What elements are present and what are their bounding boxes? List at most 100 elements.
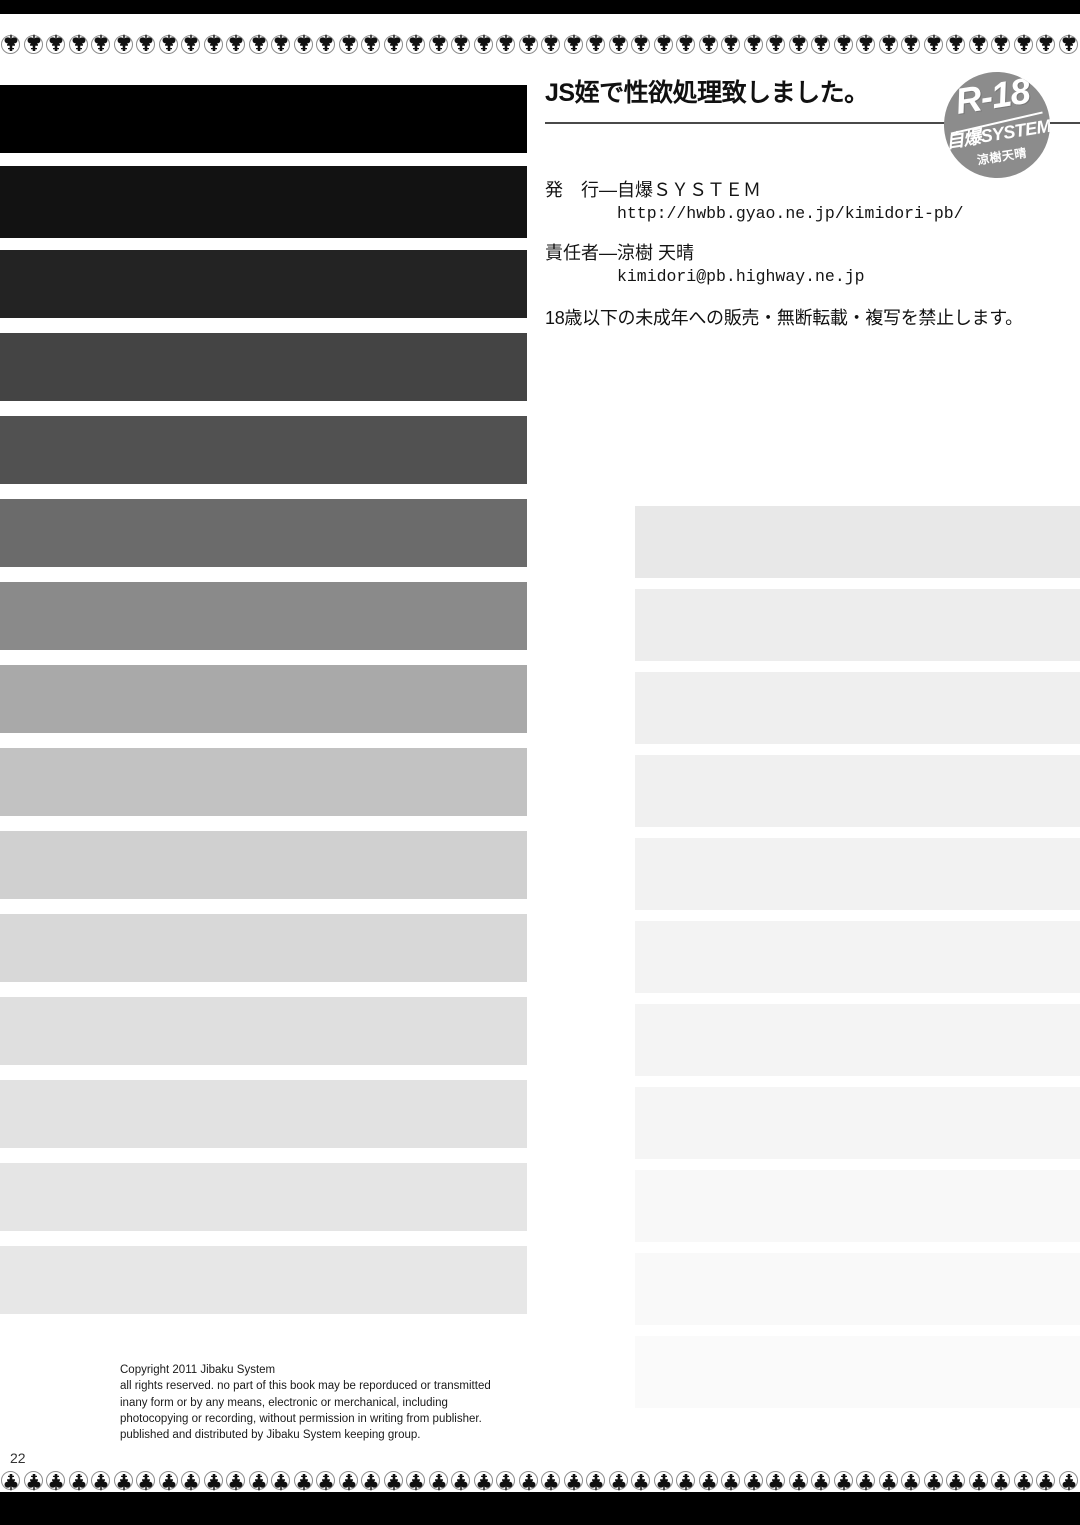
redaction-block <box>635 1253 1080 1325</box>
fleur-de-lis-icon <box>251 1474 266 1491</box>
fleur-de-lis-icon <box>49 1474 64 1491</box>
redaction-block <box>635 1170 1080 1242</box>
fleur-de-lis-icon <box>454 34 469 51</box>
lace-motif <box>248 33 271 59</box>
fleur-de-lis-icon <box>161 34 176 51</box>
redaction-block <box>635 1004 1080 1076</box>
bottom-edge-band <box>0 1492 1080 1525</box>
fleur-de-lis-icon <box>409 34 424 51</box>
fleur-de-lis-icon <box>229 34 244 51</box>
fleur-de-lis-icon <box>341 34 356 51</box>
fleur-de-lis-icon <box>566 1474 581 1491</box>
lace-motif <box>405 1466 428 1492</box>
redaction-block <box>635 921 1080 993</box>
fleur-de-lis-icon <box>206 1474 221 1491</box>
fleur-de-lis-icon <box>94 1474 109 1491</box>
lace-motif <box>225 33 248 59</box>
fleur-de-lis-icon <box>341 1474 356 1491</box>
fleur-de-lis-icon <box>836 1474 851 1491</box>
lace-motif <box>248 1466 271 1492</box>
copyright-line: inany form or by any means, electronic o… <box>120 1396 448 1409</box>
lace-motif <box>428 1466 451 1492</box>
lace-motif <box>270 1466 293 1492</box>
lace-motif <box>495 33 518 59</box>
lace-motif <box>675 33 698 59</box>
lace-motif <box>203 33 226 59</box>
fleur-de-lis-icon <box>476 1474 491 1491</box>
fleur-de-lis-icon <box>364 34 379 51</box>
fleur-de-lis-icon <box>386 34 401 51</box>
lace-motif <box>585 1466 608 1492</box>
fleur-de-lis-icon <box>859 34 874 51</box>
fleur-de-lis-icon <box>1061 1474 1076 1491</box>
publication-info: 発 行―自爆ＳＹＳＴＥＭ http://hwbb.gyao.ne.jp/kimi… <box>545 178 1065 330</box>
lace-motif <box>90 33 113 59</box>
fleur-de-lis-icon <box>544 1474 559 1491</box>
lace-motif <box>990 33 1013 59</box>
lace-motif <box>90 1466 113 1492</box>
copyright-line: all rights reserved. no part of this boo… <box>120 1380 491 1393</box>
fleur-de-lis-icon <box>949 1474 964 1491</box>
lace-motif <box>518 33 541 59</box>
lace-motif <box>405 33 428 59</box>
lace-motif <box>0 1466 23 1492</box>
fleur-de-lis-icon <box>116 1474 131 1491</box>
lace-motif <box>315 1466 338 1492</box>
lace-motif <box>293 1466 316 1492</box>
publisher-url[interactable]: http://hwbb.gyao.ne.jp/kimidori-pb/ <box>617 204 964 224</box>
lace-motif <box>293 33 316 59</box>
redaction-bar <box>0 997 527 1065</box>
lace-motif <box>383 33 406 59</box>
fleur-de-lis-icon <box>499 1474 514 1491</box>
fleur-de-lis-icon <box>251 34 266 51</box>
redaction-block <box>635 838 1080 910</box>
lace-motif <box>765 33 788 59</box>
responsible-email[interactable]: kimidori@pb.highway.ne.jp <box>617 267 865 287</box>
lace-motif <box>68 33 91 59</box>
lace-motif <box>158 33 181 59</box>
redaction-bar <box>0 333 527 401</box>
lace-motif <box>563 1466 586 1492</box>
lace-motif <box>113 33 136 59</box>
publisher-label: 発 行―自爆ＳＹＳＴＥＭ <box>545 180 761 200</box>
fleur-de-lis-icon <box>814 34 829 51</box>
redaction-block <box>635 589 1080 661</box>
fleur-de-lis-icon <box>431 1474 446 1491</box>
fleur-de-lis-icon <box>679 1474 694 1491</box>
fleur-de-lis-icon <box>949 34 964 51</box>
lace-motif <box>945 1466 968 1492</box>
lace-motif <box>203 1466 226 1492</box>
redaction-bar <box>0 831 527 899</box>
lace-motif <box>653 1466 676 1492</box>
fleur-de-lis-icon <box>589 1474 604 1491</box>
fleur-de-lis-icon <box>319 1474 334 1491</box>
redaction-bar <box>0 914 527 982</box>
redaction-bar <box>0 1246 527 1314</box>
fleur-de-lis-icon <box>409 1474 424 1491</box>
lace-motif <box>900 33 923 59</box>
redaction-block <box>635 755 1080 827</box>
redaction-bar <box>0 166 527 238</box>
fleur-de-lis-icon <box>904 1474 919 1491</box>
lace-motif <box>720 33 743 59</box>
lace-motif <box>360 33 383 59</box>
fleur-de-lis-icon <box>1016 1474 1031 1491</box>
lace-motif <box>180 1466 203 1492</box>
fleur-de-lis-icon <box>431 34 446 51</box>
age-warning-text: 18歳以下の未成年への販売・無断転載・複写を禁止します。 <box>545 308 1023 329</box>
fleur-de-lis-icon <box>589 34 604 51</box>
fleur-de-lis-icon <box>611 1474 626 1491</box>
lace-motif <box>900 1466 923 1492</box>
fleur-de-lis-icon <box>611 34 626 51</box>
fleur-de-lis-icon <box>746 1474 761 1491</box>
fleur-de-lis-icon <box>566 34 581 51</box>
title-divider <box>545 122 1080 124</box>
fleur-de-lis-icon <box>184 34 199 51</box>
copyright-line: photocopying or recording, without permi… <box>120 1412 482 1425</box>
lace-border-bottom <box>0 1466 1080 1492</box>
lace-motif <box>1035 33 1058 59</box>
responsible-label: 責任者―涼樹 天晴 <box>545 243 695 264</box>
fleur-de-lis-icon <box>904 34 919 51</box>
fleur-de-lis-icon <box>634 1474 649 1491</box>
